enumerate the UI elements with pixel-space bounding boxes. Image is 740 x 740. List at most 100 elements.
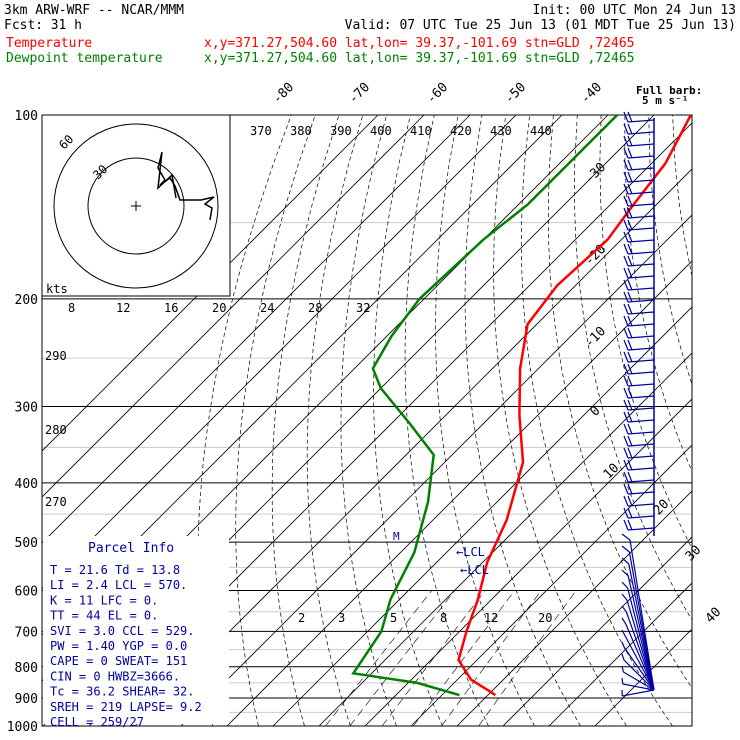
parcel-row: SREH = 219 LAPSE= 9.2	[50, 700, 202, 714]
wind-barb	[623, 171, 655, 183]
isotherm-label--40: -40	[578, 80, 605, 107]
wind-barb-low	[621, 653, 655, 691]
isotherm--120	[42, 115, 425, 498]
pressure-label-900: 900	[15, 692, 38, 707]
isotherm--110	[42, 115, 471, 544]
theta-label-400: 400	[370, 124, 392, 138]
wind-barb	[623, 123, 655, 135]
wind-barb	[623, 411, 655, 423]
wind-barb	[623, 483, 655, 495]
dry-adiabat-390	[648, 115, 692, 386]
dewpoint-location: x,y=371.27,504.60 lat,lon= 39.37,-101.69…	[204, 51, 634, 66]
wind-barb-low	[621, 689, 655, 697]
theta-label-390: 390	[330, 124, 352, 138]
wind-barb	[623, 447, 655, 459]
wind-barb	[623, 303, 655, 315]
wind-barb	[623, 195, 655, 207]
dry-adiabat-400	[672, 115, 692, 278]
dry-adiabat-350	[547, 115, 692, 689]
mixing-ratio-5	[381, 590, 486, 726]
wind-barb	[623, 399, 655, 411]
sounding-traces: ←LCL ←LCL M	[351, 114, 692, 697]
wind-barb	[623, 423, 655, 435]
isotherm-10	[410, 444, 692, 726]
mixratio-700-label-8: 8	[440, 611, 447, 625]
wind-barb	[623, 327, 655, 339]
isotherm-label--10: -10	[582, 324, 609, 351]
isotherm-50	[594, 628, 692, 726]
parcel-row: SVI = 3.0 CCL = 529.	[50, 624, 195, 638]
pressure-label-1000: 1000	[7, 720, 38, 735]
theta-label-430: 430	[490, 124, 512, 138]
wind-barb	[623, 339, 655, 351]
isotherm-label--80: -80	[270, 80, 297, 107]
theta-label-370: 370	[250, 124, 272, 138]
theta-left-label-270: 270	[45, 495, 67, 509]
dewpoint-legend: Dewpoint temperature	[6, 51, 163, 66]
wind-barb	[623, 363, 655, 375]
mixratio-700-label-12: 12	[484, 611, 498, 625]
mixratio-200-label-24: 24	[260, 301, 274, 315]
wind-barb	[623, 147, 655, 159]
lcl-marker-2: ←LCL	[460, 563, 489, 577]
hodograph-kts-label: kts	[46, 282, 68, 296]
theta-left-label-290: 290	[45, 349, 67, 363]
parcel-row: T = 21.6 Td = 13.8	[50, 563, 180, 577]
wind-barb	[623, 267, 655, 279]
theta-label-420: 420	[450, 124, 472, 138]
dry-adiabat-260	[271, 115, 340, 726]
isotherm-30	[502, 536, 692, 726]
wind-barb	[623, 219, 655, 231]
isotherm-40	[548, 582, 692, 726]
dry-adiabat-320	[464, 115, 581, 726]
mixratio-200-label-20: 20	[212, 301, 226, 315]
pressure-label-300: 300	[15, 401, 38, 416]
theta-left-label-280: 280	[45, 423, 67, 437]
dry-adiabat-270	[306, 115, 364, 726]
pressure-label-600: 600	[15, 584, 38, 599]
wind-barb	[623, 387, 655, 399]
isotherm--40	[180, 214, 692, 726]
mixratio-700-label-3: 3	[338, 611, 345, 625]
mixratio-700-label-5: 5	[390, 611, 397, 625]
wind-barb-low	[621, 665, 655, 691]
temperature-location: x,y=371.27,504.60 lat,lon= 39.37,-101.69…	[204, 36, 634, 51]
isotherm-label-40: 40	[703, 605, 725, 627]
wind-barb	[623, 351, 655, 363]
plot-frame	[41, 114, 693, 727]
mixing-ratio-8	[413, 590, 515, 726]
mixratio-200-label-8: 8	[68, 301, 75, 315]
theta-label-380: 380	[290, 124, 312, 138]
dry-adiabat-310	[435, 115, 535, 726]
wind-barb	[623, 459, 655, 471]
dry-adiabat-330	[493, 115, 627, 726]
isotherm--10	[318, 352, 692, 726]
pressure-label-400: 400	[15, 477, 38, 492]
wind-barb-low	[621, 617, 655, 691]
forecast-label: Fcst:	[4, 18, 43, 33]
parcel-info-panel: Parcel Info T = 21.6 Td = 13.8LI = 2.4 LC…	[43, 536, 229, 729]
temperature-trace	[457, 114, 692, 697]
full-barb-label: Full barb:	[636, 84, 702, 97]
isotherm-label--20: -20	[582, 242, 609, 269]
parcel-panel-bg	[43, 536, 229, 724]
mixratio-200-label-16: 16	[164, 301, 178, 315]
mixratio-200-label-28: 28	[308, 301, 322, 315]
wind-barb	[623, 135, 655, 147]
valid-time: Valid: 07 UTC Tue 25 Jun 13 (01 MDT Tue …	[345, 18, 736, 33]
isotherm-label--60: -60	[424, 80, 451, 107]
wind-barb	[623, 507, 655, 519]
isotherm--130	[42, 115, 379, 452]
pressure-label-500: 500	[15, 536, 38, 551]
hodograph-trace	[157, 151, 215, 221]
dry-adiabat-370	[599, 115, 692, 550]
dry-adiabat-340	[520, 115, 673, 726]
mixratio-200-label-32: 32	[356, 301, 370, 315]
wind-barb	[623, 519, 655, 531]
wind-barb	[623, 375, 655, 387]
parcel-row: CAPE = 0 SWEAT= 151	[50, 654, 187, 668]
wind-barbs	[621, 111, 655, 697]
